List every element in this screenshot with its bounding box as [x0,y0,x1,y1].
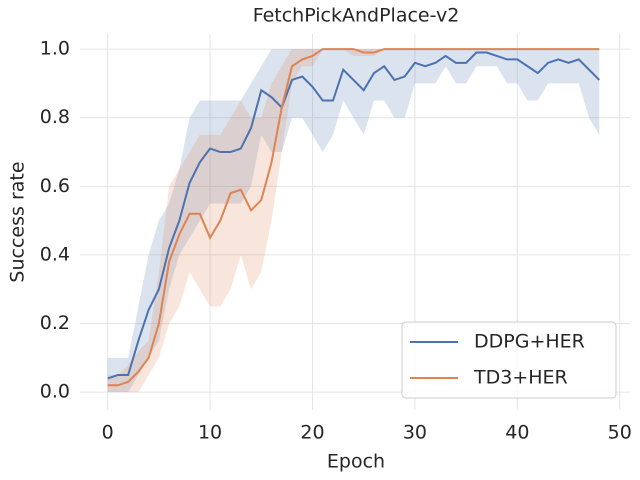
confidence-band [107,49,600,393]
x-tick-label: 50 [608,422,632,444]
x-tick-label: 0 [102,422,114,444]
legend-label: DDPG+HER [474,331,585,353]
confidence-band [107,49,600,393]
y-axis-label: Success rate [7,161,29,282]
x-tick-label: 20 [300,422,324,444]
legend-label: TD3+HER [473,367,568,389]
x-tick-label: 10 [198,422,222,444]
x-tick-label: 40 [505,422,529,444]
chart-title: FetchPickAndPlace-v2 [253,5,460,27]
y-tick-label: 0.6 [40,175,70,197]
y-tick-label: 1.0 [40,38,70,60]
y-tick-label: 0.0 [40,381,70,403]
y-tick-label: 0.8 [40,106,70,128]
x-axis-label: Epoch [327,451,385,473]
y-tick-label: 0.4 [40,243,70,265]
y-tick-label: 0.2 [40,312,70,334]
series-line [107,48,600,387]
x-tick-label: 30 [403,422,427,444]
legend: DDPG+HER TD3+HER [401,321,617,399]
series-line [107,51,600,380]
